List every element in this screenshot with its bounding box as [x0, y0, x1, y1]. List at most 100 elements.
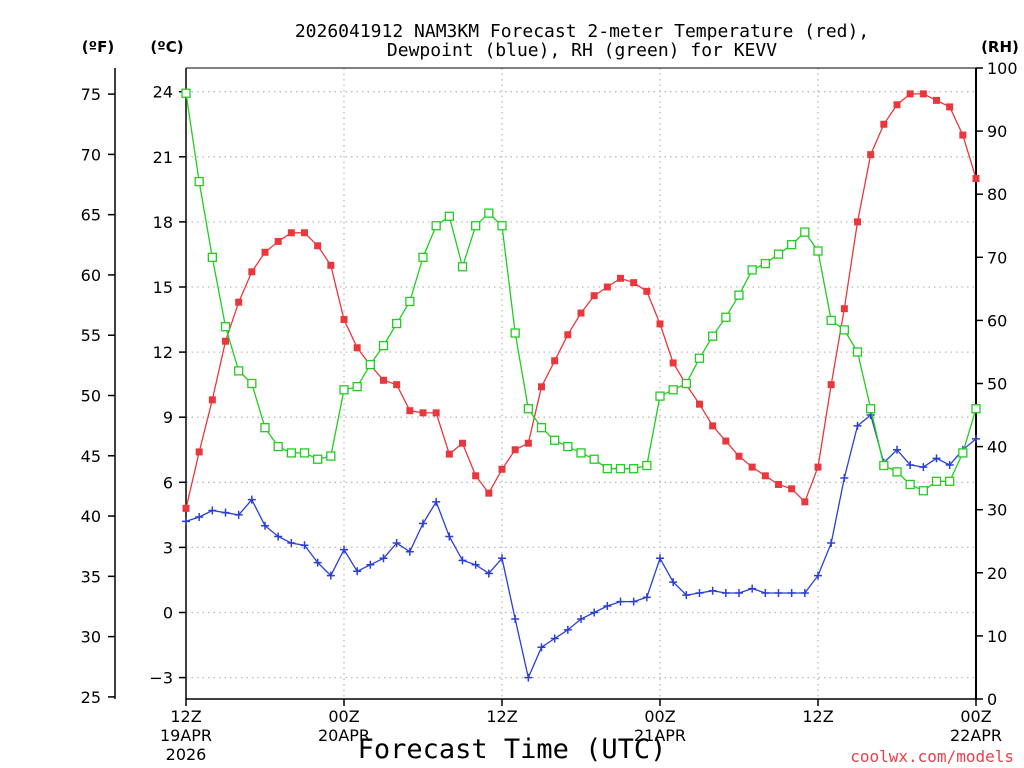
dewpoint-point — [445, 532, 454, 541]
temperature-point — [906, 90, 914, 98]
temperature-point — [643, 287, 651, 295]
fahrenheit-tick-label: 70 — [81, 145, 101, 164]
dewpoint-point — [379, 554, 388, 563]
rh-point — [471, 221, 481, 231]
fahrenheit-tick-label: 75 — [81, 85, 101, 104]
dewpoint-point — [524, 673, 533, 682]
rh-tick-label: 100 — [987, 59, 1018, 78]
rh-point — [945, 476, 955, 486]
dewpoint-point — [432, 497, 441, 506]
fahrenheit-tick-label: 45 — [81, 447, 101, 466]
rh-point — [852, 347, 863, 357]
temperature-point — [195, 448, 203, 456]
rh-point — [971, 404, 981, 414]
temperature-point — [590, 292, 598, 300]
rh-point — [260, 423, 270, 433]
dewpoint-point — [563, 625, 572, 634]
rh-tick-label: 90 — [987, 122, 1007, 141]
dewpoint-point — [840, 473, 849, 482]
time-tick-label: 00Z — [328, 707, 359, 726]
temperature-point — [946, 103, 954, 111]
fahrenheit-tick-label: 50 — [81, 387, 101, 406]
rh-point — [378, 340, 389, 351]
temperature-point — [353, 344, 361, 352]
dewpoint-point — [748, 584, 757, 593]
dewpoint-point — [498, 554, 506, 563]
axes — [114, 67, 977, 700]
celsius-tick-label: 18 — [153, 213, 173, 232]
rh-point — [721, 312, 731, 322]
rh-point — [207, 252, 217, 262]
time-tick-label: 12Z — [802, 707, 833, 726]
credit-link[interactable]: coolwx.com/models — [850, 747, 1014, 766]
dewpoint-point — [208, 506, 217, 515]
temperature-point — [840, 305, 848, 313]
dewpoint-point — [695, 588, 704, 597]
time-tick-label: 12Z — [170, 707, 201, 726]
temperature-point — [261, 248, 269, 256]
dewpoint-point — [195, 513, 204, 522]
rh-point — [958, 448, 968, 458]
dewpoint-point — [550, 634, 559, 643]
rh-point — [431, 221, 441, 231]
dewpoint-point — [366, 560, 375, 569]
temperature-point — [274, 237, 282, 245]
dewpoint-point — [656, 554, 664, 563]
relative-humidity-line — [185, 93, 977, 492]
rh-tick-label: 50 — [987, 375, 1007, 394]
rh-point — [365, 359, 375, 370]
rh-point — [839, 325, 849, 335]
dewpoint-point — [787, 588, 796, 597]
rh-point — [734, 290, 744, 300]
rh-point — [747, 265, 757, 275]
rh-point — [536, 423, 547, 433]
temperature-point — [393, 381, 401, 389]
temperature-point — [630, 279, 638, 287]
rh-point — [484, 208, 494, 218]
temperature-point — [761, 472, 769, 480]
rh-point — [918, 486, 928, 496]
celsius-tick-label: 21 — [153, 148, 173, 167]
celsius-tick-label: 0 — [163, 604, 173, 623]
temperature-point — [801, 498, 809, 506]
rh-point — [655, 391, 665, 401]
rh-point — [313, 454, 323, 464]
rh-point — [418, 252, 428, 262]
temperature-point — [287, 229, 295, 237]
2-meter-temperature-line — [185, 93, 977, 509]
temperature-point — [735, 452, 743, 460]
temperature-point — [511, 446, 519, 454]
celsius-unit-label: (ºC) — [150, 38, 183, 56]
fahrenheit-tick-label: 25 — [81, 688, 101, 707]
temperature-point — [933, 96, 940, 104]
rh-point — [642, 460, 652, 471]
chart-title-line1: 2026041912 NAM3KM Forecast 2-meter Tempe… — [295, 21, 869, 42]
rh-point — [602, 464, 612, 474]
dewpoint-point — [972, 434, 980, 443]
dewpoint-point — [247, 495, 256, 504]
temperature-point — [182, 504, 190, 512]
rh-point — [457, 262, 468, 272]
temperature-point — [748, 463, 756, 471]
dewpoint-point — [906, 460, 915, 469]
time-tick-label: 00Z — [960, 707, 991, 726]
rh-point — [694, 353, 705, 363]
dewpoint-point — [919, 463, 928, 472]
rh-point — [234, 366, 244, 376]
time-tick-label: 21APR — [634, 726, 686, 745]
temperature-point — [709, 422, 717, 430]
temperature-point — [314, 242, 322, 250]
rh-point — [326, 451, 336, 461]
rh-point — [339, 385, 349, 395]
rh-tick-label: 40 — [987, 438, 1007, 457]
celsius-tick-label: 6 — [163, 473, 173, 492]
rh-point — [892, 467, 902, 477]
dewpoint-point — [616, 597, 625, 606]
dewpoint-point — [590, 608, 599, 617]
dewpoint-point — [629, 597, 638, 606]
rh-point — [220, 322, 231, 332]
rh-point — [550, 435, 560, 445]
celsius-tick-label: 9 — [163, 408, 173, 427]
